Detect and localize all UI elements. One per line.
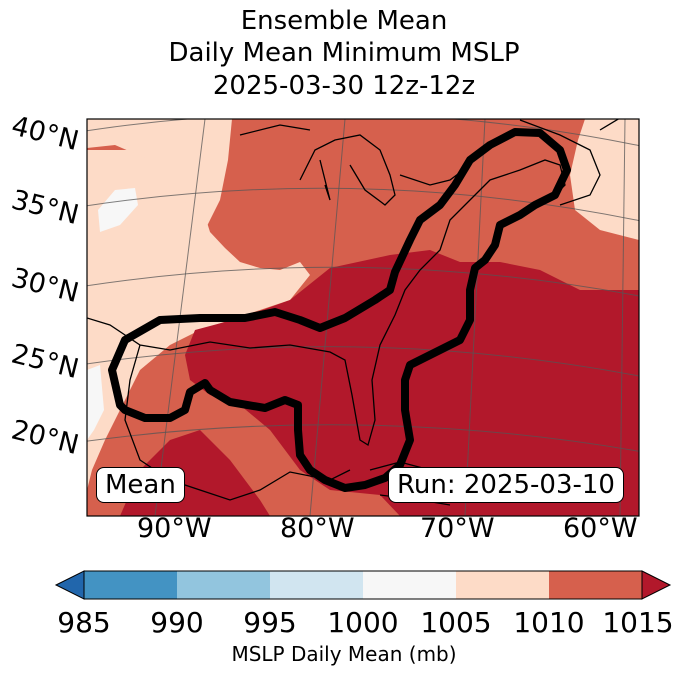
title-line-3: 2025-03-30 12z-12z xyxy=(212,71,476,101)
colorbar-tick-990: 990 xyxy=(150,606,204,639)
title-line-1: Ensemble Mean xyxy=(240,6,448,36)
colorbar-extend-low xyxy=(54,570,85,600)
colorbar-label: MSLP Daily Mean (mb) xyxy=(231,642,457,666)
colorbar-bin-985-990 xyxy=(84,571,177,599)
mean-label-box: Mean xyxy=(96,467,185,503)
colorbar-extend-high xyxy=(641,570,672,600)
lon-label-70w: 70°W xyxy=(420,513,495,544)
colorbar-bin-1005-1010 xyxy=(456,571,549,599)
colorbar-tick-1015: 1015 xyxy=(602,606,674,639)
colorbar-frame xyxy=(83,570,643,600)
colorbar-bin-995-1000 xyxy=(270,571,363,599)
colorbar-bin-1000-1005 xyxy=(363,571,456,599)
field-1005-1010-north xyxy=(87,119,232,230)
colorbar-tick-1000: 1000 xyxy=(327,606,399,639)
latitude-lines xyxy=(87,119,639,452)
colorbar-bin-990-995 xyxy=(177,571,270,599)
colorbar-tick-985: 985 xyxy=(57,606,111,639)
map-frame xyxy=(86,118,640,517)
title-line-2: Daily Mean Minimum MSLP xyxy=(168,38,520,68)
lon-label-60w: 60°W xyxy=(563,513,638,544)
colorbar-bin-1010-1015 xyxy=(549,571,642,599)
run-date-box: Run: 2025-03-10 xyxy=(388,467,624,503)
colorbar-tick-995: 995 xyxy=(243,606,297,639)
colorbar-tick-1005: 1005 xyxy=(420,606,492,639)
lon-label-90w: 90°W xyxy=(137,513,212,544)
probability-contour xyxy=(108,128,571,492)
field-1000-1005-edge xyxy=(87,365,104,440)
lon-label-80w: 80°W xyxy=(280,513,355,544)
map-area xyxy=(87,119,639,516)
colorbar-tick-1010: 1010 xyxy=(513,606,585,639)
colorbar xyxy=(54,570,672,600)
field-1000-1005-patch xyxy=(98,188,138,232)
longitude-lines xyxy=(154,119,626,516)
